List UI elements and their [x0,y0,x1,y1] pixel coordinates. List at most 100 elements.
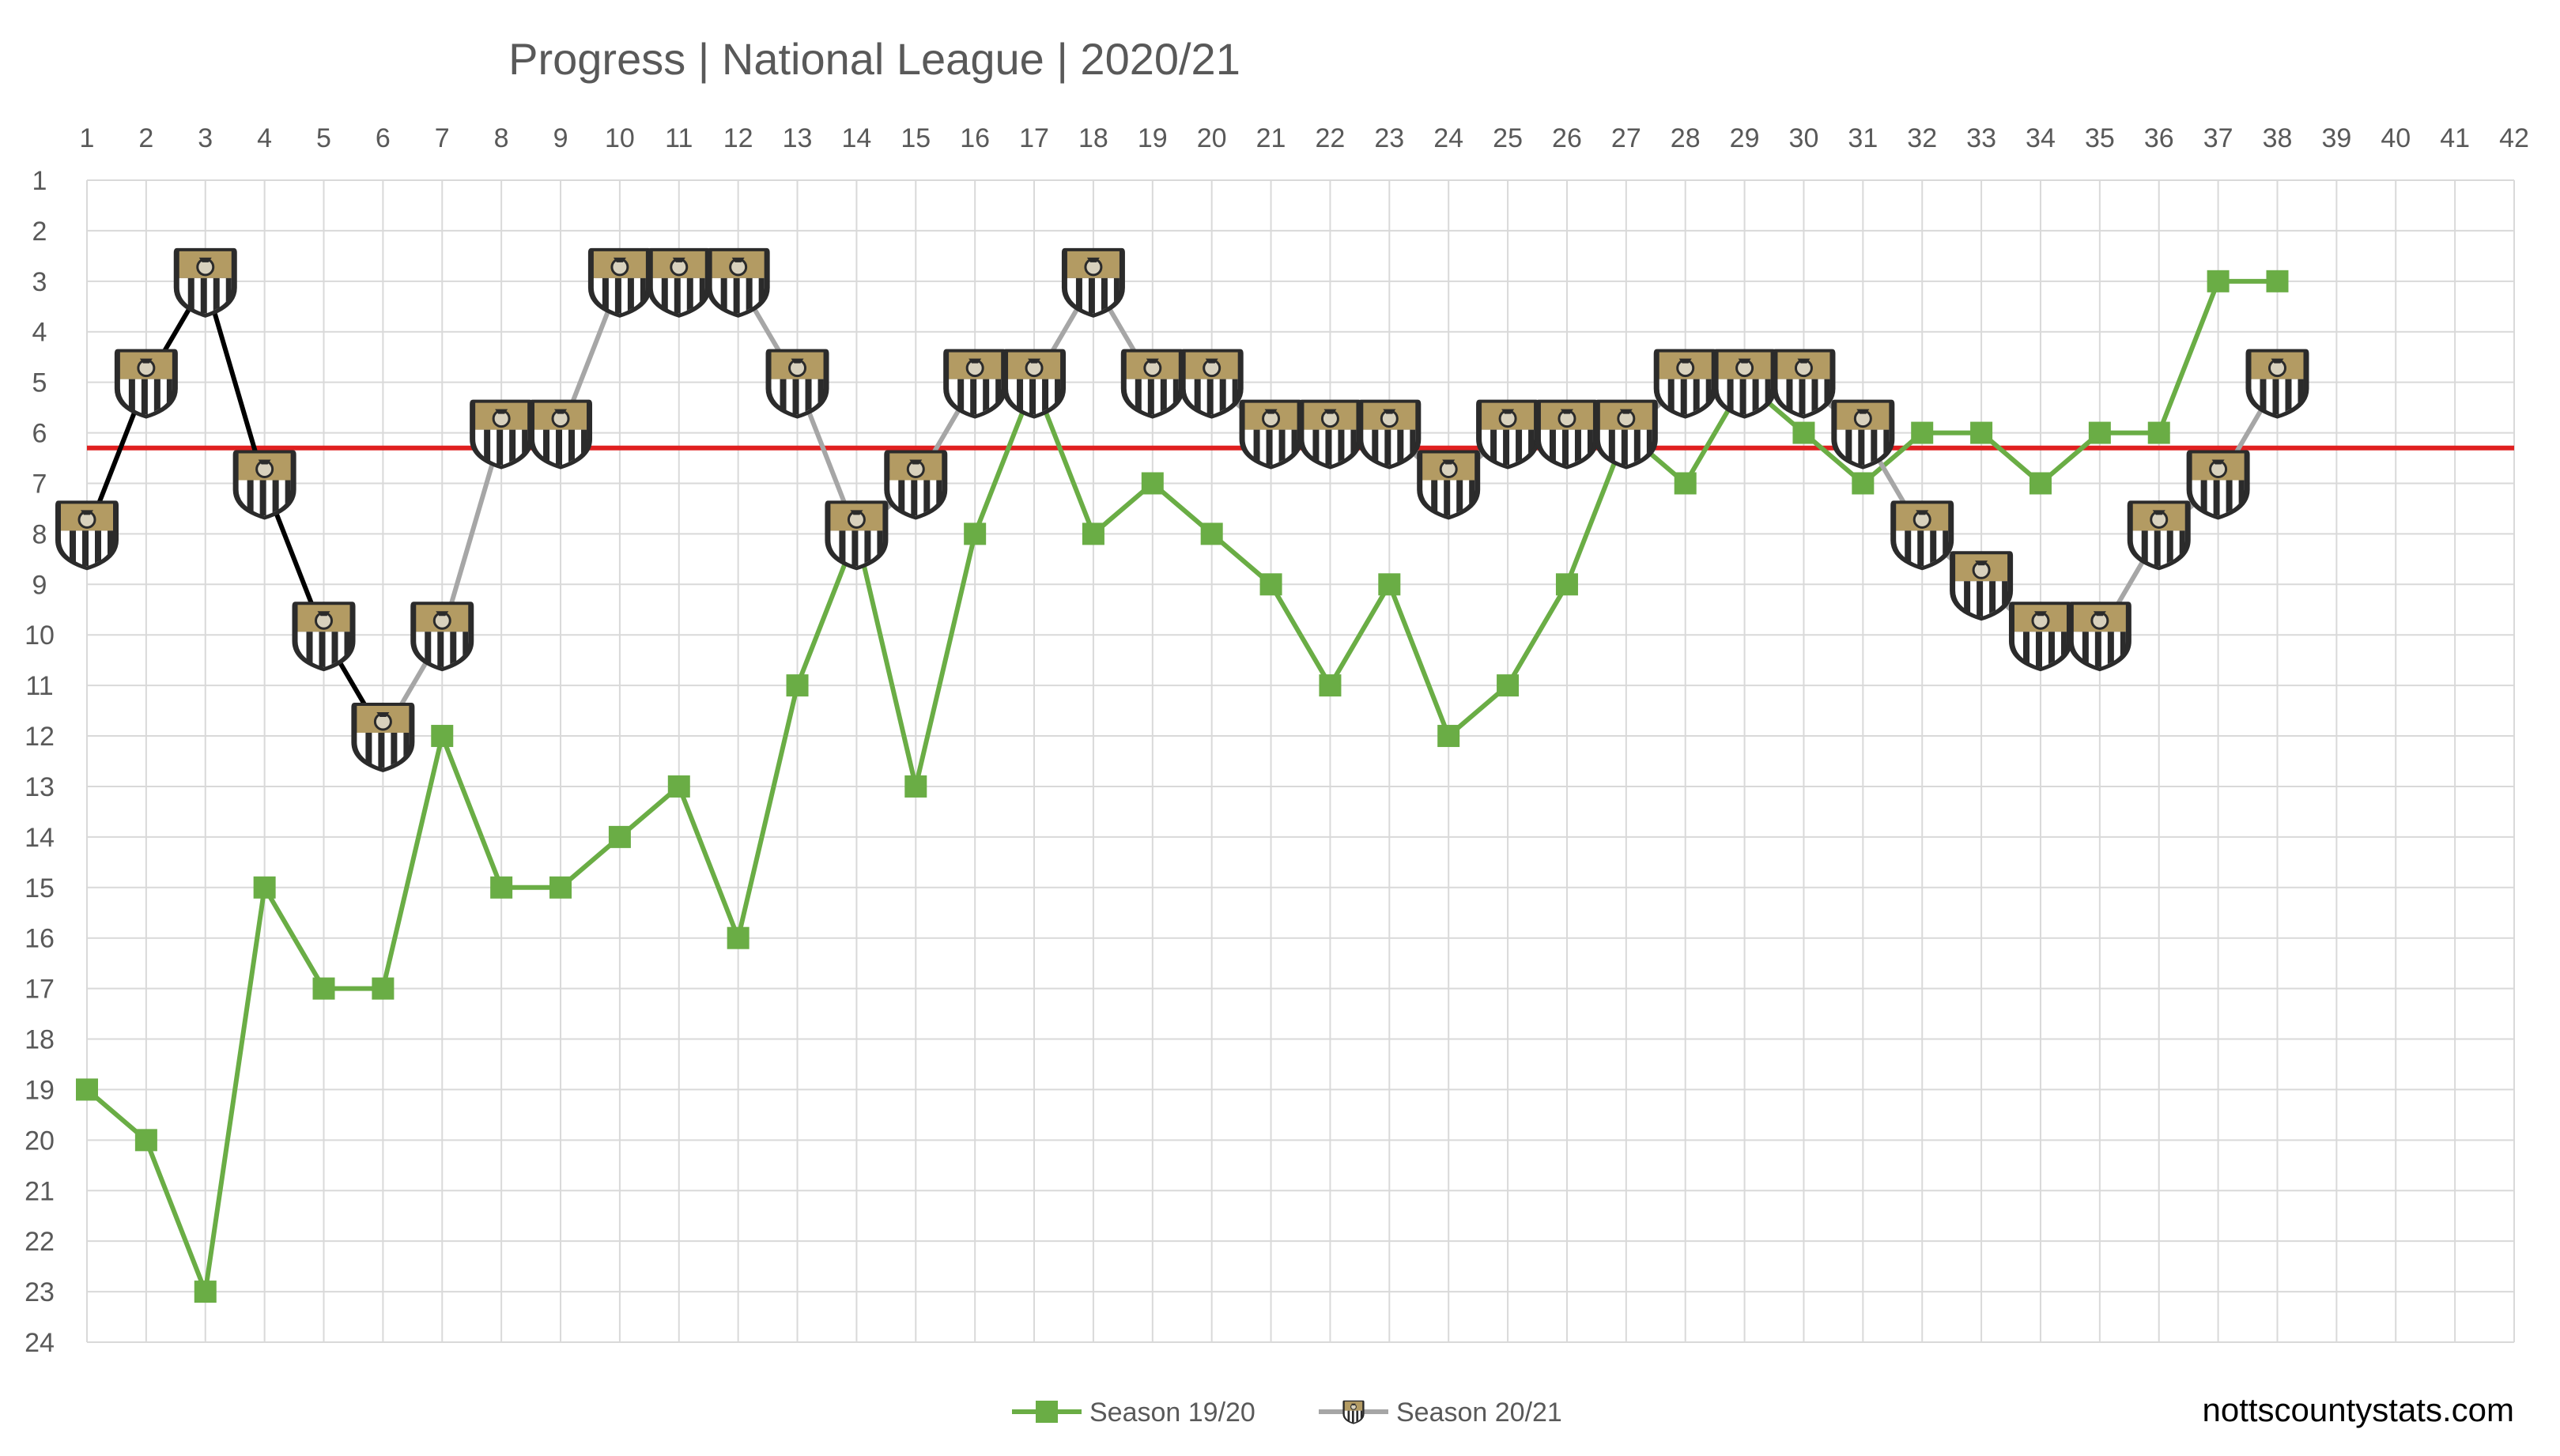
x-tick-label: 26 [1552,123,1582,153]
marker-19-20 [1852,472,1875,495]
y-tick-label: 8 [32,519,47,549]
marker-19-20 [1141,472,1164,495]
x-tick-label: 35 [2085,123,2115,153]
marker-19-20 [431,725,454,748]
x-tick-label: 34 [2026,123,2056,153]
y-tick-label: 19 [25,1075,55,1105]
marker-19-20 [253,876,276,899]
chart-title: Progress | National League | 2020/21 [508,34,1240,84]
x-tick-label: 24 [1433,123,1463,153]
marker-19-20 [490,876,513,899]
legend-label-19-20: Season 19/20 [1089,1398,1255,1428]
x-tick-label: 36 [2144,123,2174,153]
x-tick-label: 5 [316,123,331,153]
y-tick-label: 11 [25,671,53,701]
y-tick-label: 10 [25,620,55,651]
y-tick-label: 1 [32,166,47,196]
marker-19-20 [2147,421,2170,444]
y-tick-label: 18 [25,1025,55,1055]
x-tick-label: 40 [2381,123,2411,153]
x-tick-label: 2 [138,123,153,153]
x-tick-label: 1 [80,123,95,153]
y-tick-label: 3 [32,267,47,297]
watermark: nottscountystats.com [2202,1391,2514,1428]
x-axis-ticks: 1 2 3 4 5 6 7 8 9 10 11 12 13 14 15 16 17 18 19 20 21 22 23 24 2… [80,123,2529,153]
x-tick-label: 7 [435,123,450,153]
marker-19-20 [2029,472,2052,495]
x-tick-label: 29 [1730,123,1760,153]
x-tick-label: 16 [960,123,990,153]
x-tick-label: 30 [1789,123,1819,153]
marker-19-20 [134,1129,157,1152]
legend-label-20-21: Season 20/21 [1396,1398,1562,1428]
x-tick-label: 39 [2321,123,2351,153]
x-tick-label: 19 [1138,123,1168,153]
x-tick-label: 33 [1966,123,1996,153]
marker-19-20 [1792,421,1815,444]
y-tick-label: 16 [25,924,55,954]
y-tick-label: 22 [25,1227,55,1257]
y-tick-label: 21 [25,1176,55,1206]
x-tick-label: 20 [1197,123,1227,153]
marker-19-20 [786,674,809,697]
marker-19-20 [1911,421,1934,444]
marker-19-20 [312,977,335,1000]
y-tick-label: 20 [25,1126,55,1156]
x-tick-label: 28 [1671,123,1701,153]
marker-19-20 [372,977,395,1000]
marker-19-20 [549,876,572,899]
marker-19-20 [667,775,690,798]
marker-19-20 [1378,573,1401,596]
marker-19-20 [2207,270,2230,292]
marker-19-20 [608,825,631,848]
x-tick-label: 31 [1848,123,1878,153]
x-tick-label: 42 [2499,123,2529,153]
marker-19-20 [1497,674,1520,697]
x-tick-label: 11 [665,123,693,153]
y-tick-label: 4 [32,318,47,348]
marker-19-20 [1200,522,1223,545]
y-tick-label: 12 [25,722,55,752]
x-tick-label: 12 [723,123,753,153]
x-tick-label: 38 [2263,123,2293,153]
marker-19-20 [904,775,927,798]
marker-19-20 [964,522,987,545]
marker-19-20 [1970,421,1993,444]
x-tick-label: 17 [1019,123,1049,153]
x-tick-label: 15 [901,123,931,153]
x-tick-label: 23 [1374,123,1404,153]
y-tick-label: 9 [32,570,47,600]
y-tick-label: 5 [32,368,47,398]
marker-19-20 [1674,472,1697,495]
y-tick-label: 2 [32,217,47,247]
marker-19-20 [1555,573,1578,596]
y-tick-label: 17 [25,975,55,1005]
y-tick-label: 23 [25,1277,55,1307]
x-tick-label: 18 [1078,123,1108,153]
x-tick-label: 37 [2203,123,2233,153]
marker-19-20 [727,926,749,949]
x-tick-label: 3 [198,123,213,153]
x-tick-label: 8 [494,123,509,153]
marker-19-20 [2266,270,2289,292]
marker-19-20 [1437,725,1460,748]
legend: Season 19/20 Season 20/21 [1012,1398,1562,1428]
x-tick-label: 10 [605,123,635,153]
x-tick-label: 41 [2440,123,2470,153]
y-tick-label: 7 [32,469,47,499]
legend-marker-19-20 [1036,1401,1058,1423]
y-tick-label: 13 [25,772,55,802]
x-tick-label: 21 [1256,123,1286,153]
x-tick-label: 22 [1316,123,1346,153]
x-tick-label: 4 [257,123,272,153]
y-tick-label: 15 [25,873,55,903]
marker-19-20 [1319,674,1342,697]
x-tick-label: 13 [783,123,813,153]
x-tick-label: 27 [1611,123,1641,153]
y-tick-label: 24 [25,1328,55,1358]
marker-19-20 [2088,421,2111,444]
x-tick-label: 6 [376,123,391,153]
